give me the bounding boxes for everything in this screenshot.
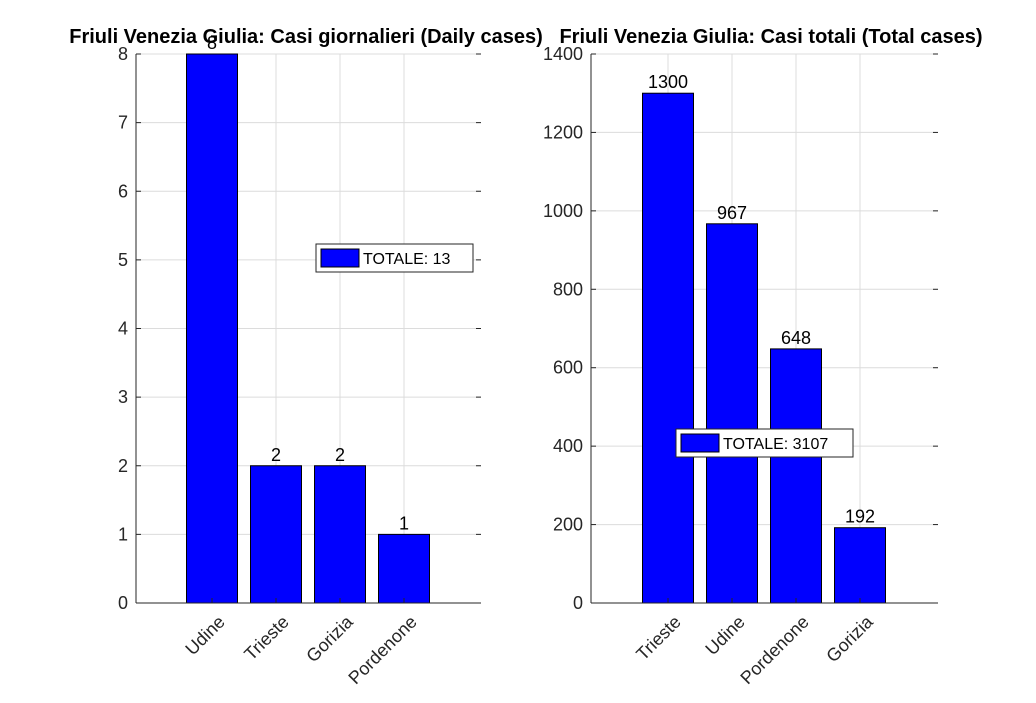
- bar: [250, 465, 302, 604]
- bar: [186, 53, 238, 604]
- data-label: 2: [271, 445, 281, 465]
- y-tick-label: 7: [118, 113, 128, 133]
- bars: [642, 92, 886, 604]
- y-tick-label: 3: [118, 387, 128, 407]
- y-tick-label: 1400: [543, 44, 583, 64]
- y-tick-label: 4: [118, 319, 128, 339]
- data-label: 967: [717, 203, 747, 223]
- bar: [770, 348, 822, 604]
- legend-swatch: [680, 433, 720, 453]
- legend-label: TOTALE: 13: [363, 251, 451, 268]
- y-tick-label: 8: [118, 44, 128, 64]
- y-tick-label: 2: [118, 456, 128, 476]
- y-tick-label: 0: [573, 593, 583, 613]
- bar: [378, 533, 430, 604]
- legend-label: TOTALE: 3107: [723, 436, 828, 453]
- bar: [706, 223, 758, 604]
- chart-title-total: Friuli Venezia Giulia: Casi totali (Tota…: [559, 26, 982, 48]
- bars: [186, 53, 430, 604]
- chart-title-daily: Friuli Venezia Giulia: Casi giornalieri …: [69, 26, 543, 48]
- y-tick-label: 800: [553, 279, 583, 299]
- data-label: 192: [845, 507, 875, 527]
- data-label: 1: [399, 513, 409, 533]
- bar: [834, 527, 886, 604]
- y-tick-label: 6: [118, 181, 128, 201]
- data-labels: 1300 967 648 192: [648, 72, 875, 526]
- data-label: 2: [335, 445, 345, 465]
- data-label: 8: [207, 33, 217, 53]
- y-tick-label: 0: [118, 593, 128, 613]
- legend-daily: TOTALE: 13: [315, 243, 474, 273]
- legend-swatch: [320, 248, 360, 268]
- data-labels: 8 2 2 1: [207, 33, 409, 533]
- y-tick-label: 1: [118, 524, 128, 544]
- y-tick-label: 5: [118, 250, 128, 270]
- y-tick-label: 200: [553, 515, 583, 535]
- y-tick-label: 400: [553, 436, 583, 456]
- bar: [642, 92, 694, 604]
- data-label: 648: [781, 328, 811, 348]
- y-tick-label: 1200: [543, 122, 583, 142]
- data-label: 1300: [648, 72, 688, 92]
- y-tick-label: 600: [553, 358, 583, 378]
- bar: [314, 465, 366, 604]
- y-tick-label: 1000: [543, 201, 583, 221]
- legend-total: TOTALE: 3107: [675, 428, 854, 458]
